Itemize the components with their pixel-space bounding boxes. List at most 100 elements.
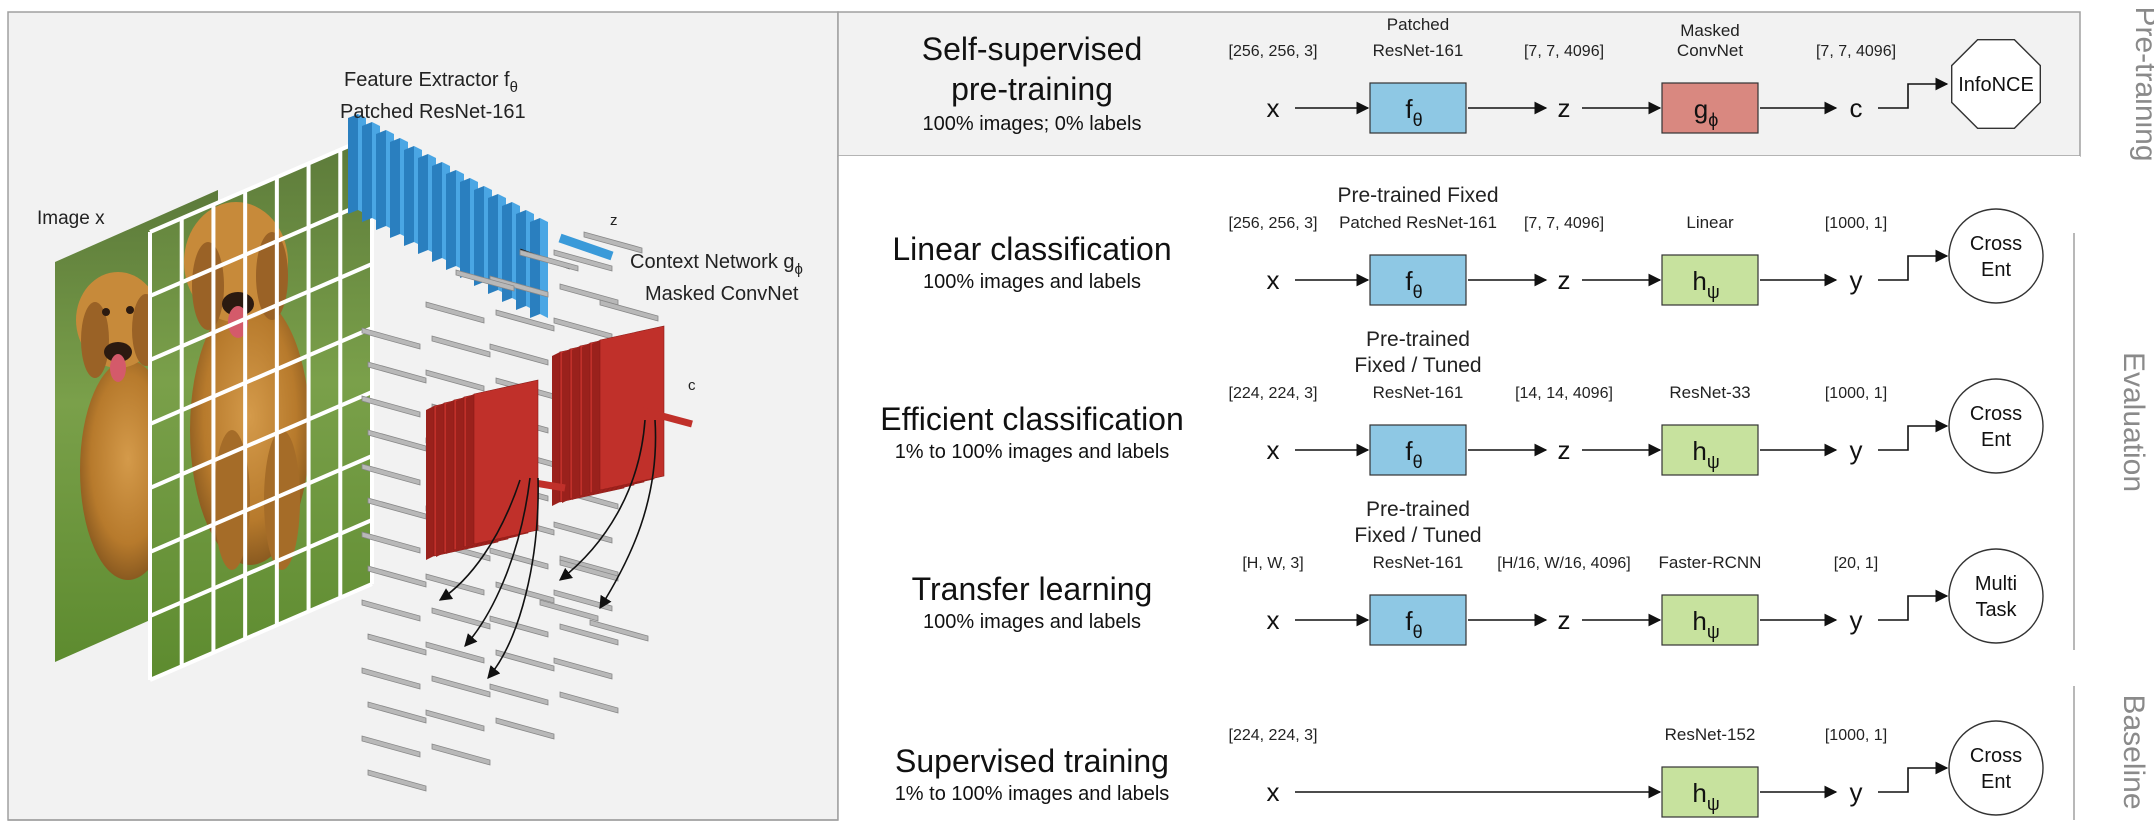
loss-node [1950,39,2042,130]
f-label: Pre-trained Fixed [1337,184,1498,207]
g-symbol: gϕ [1694,94,1719,130]
label-baseline: Baseline [2117,694,2150,809]
row-title: Efficient classification [880,401,1184,437]
c-vector-1 [631,404,693,428]
output-var: y [1850,605,1863,635]
f-box [1369,254,1467,306]
f-label: Fixed / Tuned [1354,524,1481,547]
context-network-stack-back [552,325,665,506]
row-0: Self-supervised pre-training 100% images; … [922,15,2042,135]
f-label: Fixed / Tuned [1354,354,1481,377]
loss-label: Multi [1975,573,2017,595]
g-label: Masked [1680,21,1740,40]
row-title: Supervised training [895,743,1169,779]
f-label: ResNet-161 [1373,553,1464,572]
f-label: ResNet-161 [1373,383,1464,402]
f-label: ResNet-161 [1373,41,1464,60]
f-box [1369,424,1467,476]
label-pretraining: Pre-training [2129,6,2154,161]
input-shape: [256, 256, 3] [1229,215,1318,232]
loss-label: Task [1975,599,2017,621]
context-label: Context Network gϕ [630,251,803,278]
loss-label: Ent [1981,771,2011,793]
prediction-arrows [438,419,657,679]
g-symbol: hψ [1692,606,1719,642]
output-var: y [1850,777,1863,807]
g-box [1661,766,1759,818]
mid-var: z [1558,93,1571,123]
output-var: y [1850,435,1863,465]
mid-var: z [1558,605,1571,635]
f-box [1369,594,1467,646]
input-var: x [1267,93,1280,123]
input-shape: [224, 224, 3] [1229,385,1318,402]
context-sublabel: Masked ConvNet [645,283,799,305]
z-shape: [7, 7, 4096] [1524,43,1604,60]
output-shape: [1000, 1] [1825,727,1887,744]
mid-var: z [1558,265,1571,295]
input-var: x [1267,265,1280,295]
loss-node [1948,548,2044,644]
output-var: c [1850,93,1863,123]
g-symbol: hψ [1692,778,1719,814]
c-label: c [688,377,696,394]
output-shape: [1000, 1] [1825,385,1887,402]
architecture-illustration: Image x Feature Extractor fθ Patched Res… [37,69,803,792]
row-subtitle: 100% images and labels [923,611,1141,633]
row-title: Transfer learning [912,571,1153,607]
g-box [1661,594,1759,646]
loss-label: Cross [1970,403,2022,425]
row-title-line2: pre-training [951,71,1113,107]
output-shape: [7, 7, 4096] [1816,43,1896,60]
row-title: Linear classification [892,231,1171,267]
loss-label: Ent [1981,259,2011,281]
input-shape: [256, 256, 3] [1229,43,1318,60]
g-label: Linear [1686,213,1734,232]
context-network-stack-front [426,379,539,560]
f-label: Patched ResNet-161 [1339,213,1497,232]
g-box [1661,424,1759,476]
f-box [1369,82,1467,134]
row-2: Efficient classification 1% to 100% image… [880,328,2044,476]
loss-label: InfoNCE [1958,74,2034,96]
g-label: ResNet-152 [1665,725,1756,744]
row-3: Transfer learning 100% images and labels [… [912,498,2044,646]
g-box [1661,82,1759,134]
row-title: Self-supervised [922,31,1143,67]
loss-node [1948,208,2044,304]
f-symbol: fθ [1405,436,1422,472]
loss-label: Cross [1970,745,2022,767]
output-shape: [1000, 1] [1825,215,1887,232]
row-subtitle: 100% images and labels [923,271,1141,293]
f-symbol: fθ [1405,606,1422,642]
f-label: Patched [1387,15,1449,34]
loss-label: Cross [1970,233,2022,255]
loss-label: Ent [1981,429,2011,451]
output-shape: [20, 1] [1834,555,1878,572]
side-labels: Pre-training Evaluation Baseline [2073,6,2154,820]
g-label: ConvNet [1677,41,1743,60]
g-label: ResNet-33 [1669,383,1750,402]
f-label: Pre-trained [1366,328,1470,351]
extractor-label: Feature Extractor fθ [344,69,518,96]
input-var: x [1267,435,1280,465]
input-var: x [1267,777,1280,807]
row-subtitle: 100% images; 0% labels [922,113,1141,135]
g-box [1661,254,1759,306]
feature-extractor-stack [348,114,571,318]
output-var: y [1850,265,1863,295]
g-symbol: hψ [1692,436,1719,472]
extractor-sublabel: Patched ResNet-161 [340,101,526,123]
z-shape: [H/16, W/16, 4096] [1497,555,1630,572]
z-shape: [14, 14, 4096] [1515,385,1613,402]
patch-grid [148,134,374,682]
g-label: Faster-RCNN [1659,553,1762,572]
loss-node [1948,720,2044,816]
row-1: Linear classification 100% images and lab… [892,184,2044,306]
z-vector [558,233,614,261]
input-shape: [224, 224, 3] [1229,727,1318,744]
label-evaluation: Evaluation [2117,352,2150,492]
pipeline-rows: Self-supervised pre-training 100% images; … [880,15,2044,818]
f-label: Pre-trained [1366,498,1470,521]
